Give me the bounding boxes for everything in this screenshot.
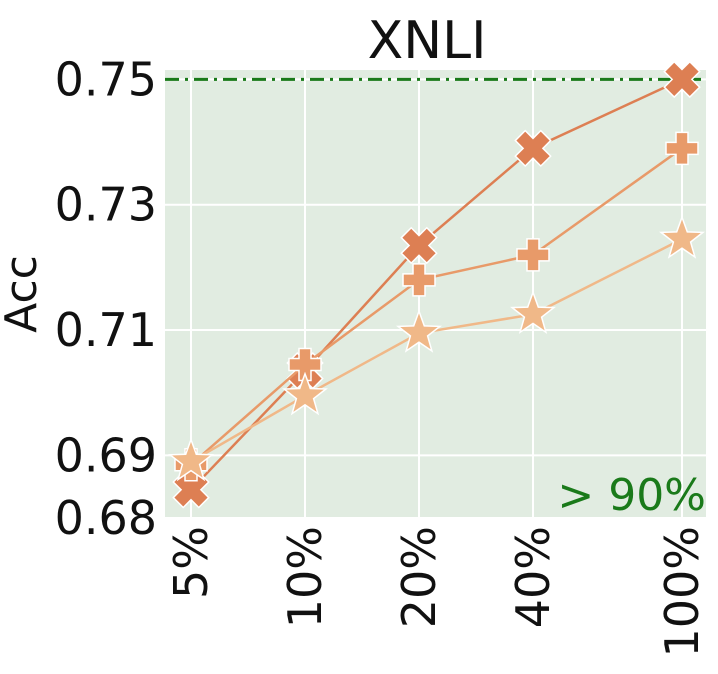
data-point-plus-marker: [402, 263, 436, 297]
y-axis-label: Acc: [0, 255, 47, 333]
data-point-star-marker: [395, 308, 443, 353]
data-point-x-marker: [514, 129, 552, 168]
chart-title: XNLI: [368, 11, 487, 71]
x-tick-label: 5%: [164, 526, 218, 599]
data-point-star-marker: [168, 437, 214, 482]
x-tick-label: 20%: [392, 526, 446, 628]
x-tick-label: 40%: [506, 526, 560, 628]
y-tick-label: 0.69: [55, 428, 157, 482]
series-group: [168, 60, 705, 509]
y-tick-label: 0.73: [55, 178, 157, 232]
data-point-x-marker: [400, 226, 438, 265]
x-ticks: 5% 10% 20% 40% 100%: [164, 526, 709, 658]
data-point-plus-marker: [288, 347, 322, 382]
y-tick-label: 0.75: [55, 52, 157, 106]
data-point-plus-marker: [516, 238, 550, 272]
grid: [165, 70, 706, 519]
plot-background: [165, 70, 706, 518]
y-ticks: 0.68 0.69 0.71 0.73 0.75: [55, 52, 157, 545]
data-point-star-marker: [659, 214, 705, 259]
data-point-plus-marker: [665, 131, 699, 166]
data-point-star-marker: [509, 290, 557, 334]
y-tick-label: 0.68: [55, 491, 157, 545]
x-tick-label: 100%: [655, 526, 709, 658]
series-1: [172, 60, 701, 509]
y-tick-label: 0.71: [55, 303, 157, 357]
data-point-star-marker: [282, 371, 328, 416]
x-tick-label: 10%: [278, 526, 332, 628]
annotation-text: > 90%: [557, 470, 706, 521]
data-point-x-marker: [663, 60, 701, 99]
series-3: [168, 214, 705, 482]
